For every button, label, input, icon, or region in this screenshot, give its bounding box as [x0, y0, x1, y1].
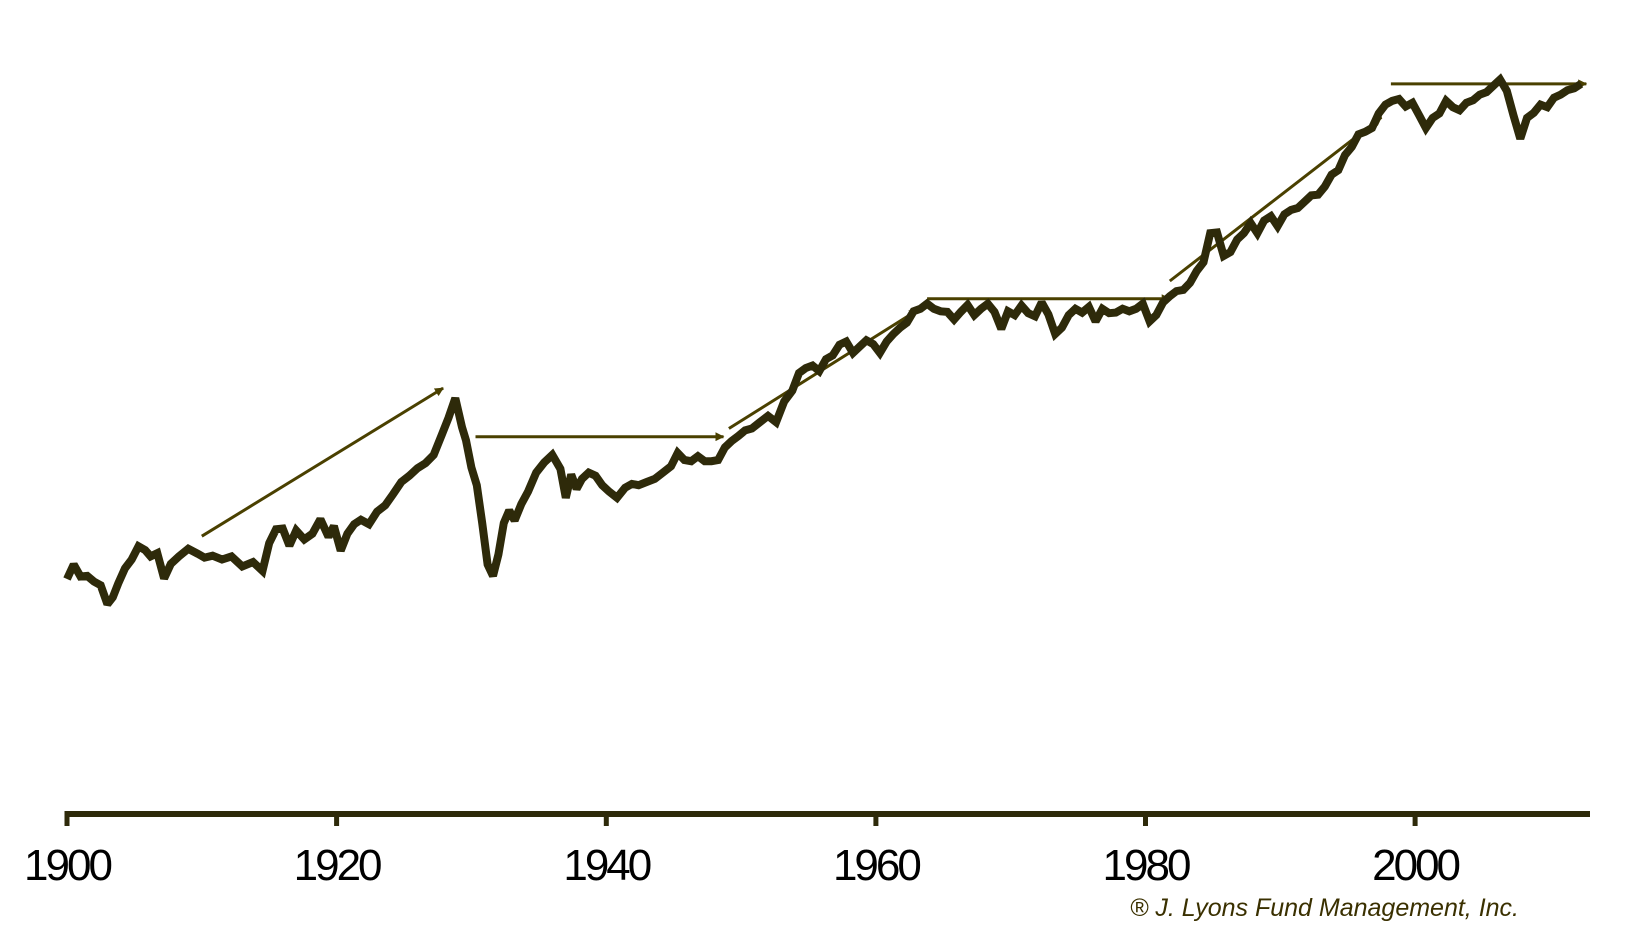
- x-tick-label-1960: 1960: [833, 841, 920, 890]
- x-tick-label-2000: 2000: [1372, 841, 1459, 890]
- x-tick-label-1980: 1980: [1103, 841, 1190, 890]
- copyright-notice: ® J. Lyons Fund Management, Inc.: [1129, 894, 1519, 922]
- x-tick-label-1940: 1940: [563, 841, 650, 890]
- trend-arrows: [201, 79, 1588, 538]
- trend-arrow-1: [201, 386, 444, 538]
- x-tick-label-1920: 1920: [294, 841, 381, 890]
- x-tick-label-1900: 1900: [24, 841, 111, 890]
- x-axis: 1900 1920 1940 1960 1980 2000: [24, 811, 1590, 890]
- series-line: [63, 73, 1584, 607]
- series-layer: [63, 73, 1584, 607]
